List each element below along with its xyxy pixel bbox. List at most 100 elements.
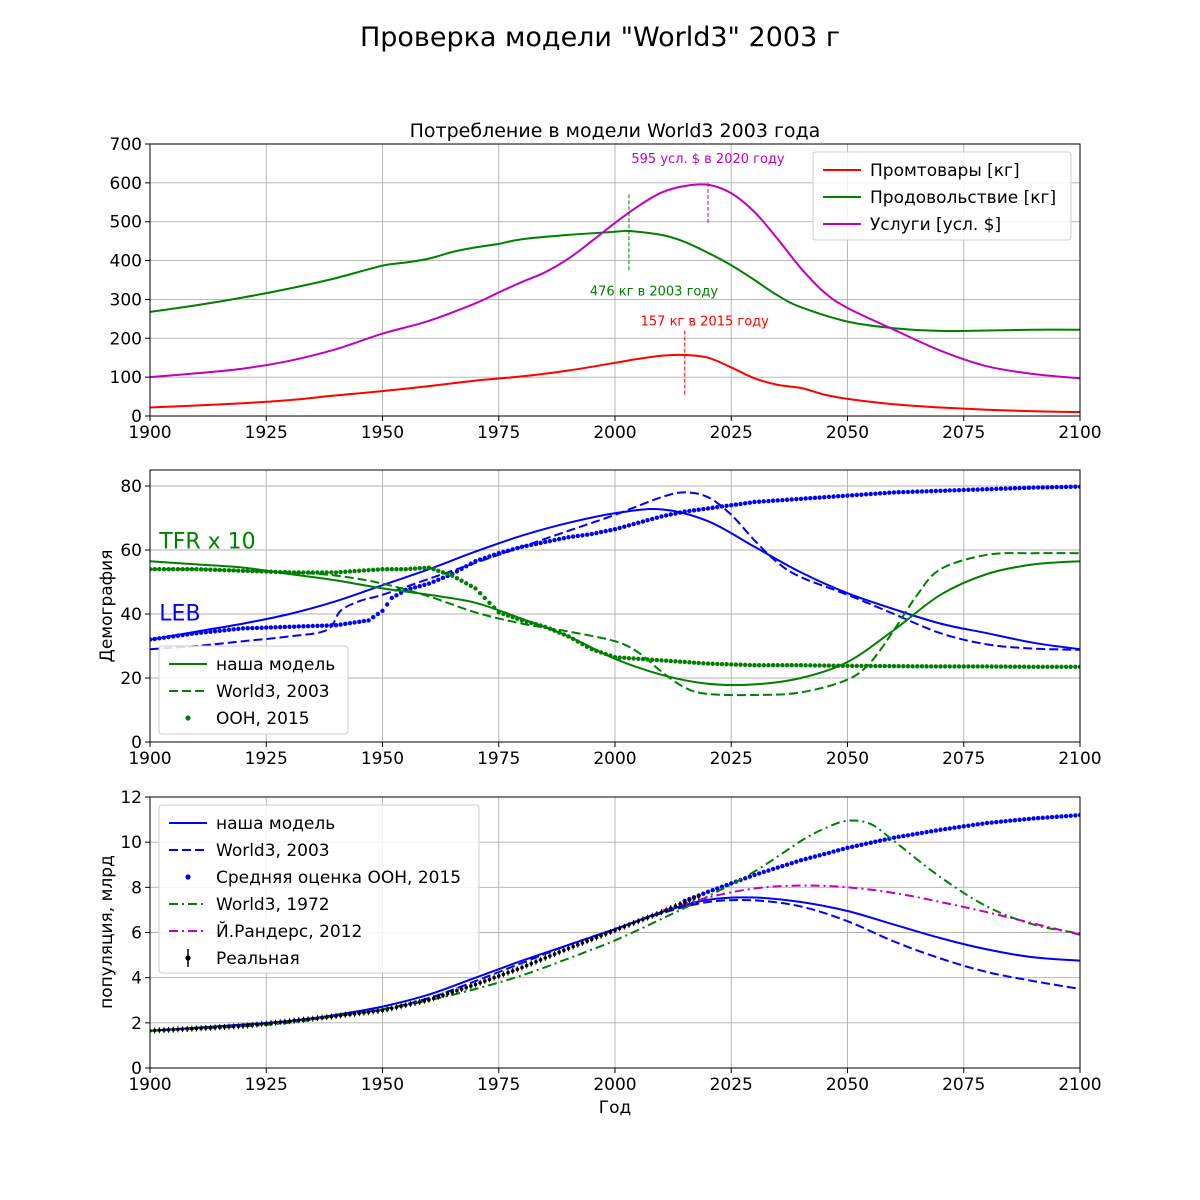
demography-series-dot [278,624,283,630]
demography-series-dot [984,664,990,669]
population-y-axis-label: популяция, млрд [97,855,117,1009]
demography-series-dot [970,664,976,669]
population-series-dot [989,820,994,825]
demography-series-dot [798,496,804,501]
consumption-series [150,183,1080,414]
demography-series-dot [552,628,557,633]
population-legend-box [158,804,480,974]
demography-series-dot [896,490,901,495]
demography-series-dot [570,534,576,539]
population-real-point [403,1003,408,1007]
demography-series-dot [747,500,753,505]
demography-series-dot [854,663,859,669]
demography-series-dot [422,565,427,571]
demography-series-dot [366,567,371,573]
population-real-point [213,1025,217,1030]
demography-series-dot [459,578,464,583]
population-real-point [208,1025,213,1030]
demography-series-dot [752,499,757,505]
demography-series-dot [580,641,585,647]
population-real-point [492,975,496,980]
demography-series-dot [361,568,367,573]
demography-series-dot [719,661,725,667]
demography-series-dot [710,661,715,666]
demography-series-dot [198,630,204,635]
demography-series-dot [873,663,878,669]
population-real-point [557,950,561,954]
demography-xtick-label: 2000 [593,749,636,769]
population-series-dot [863,841,869,846]
consumption-ytick-label: 300 [110,290,142,310]
demography-series-dot [482,555,487,561]
demography-series-dot [994,486,999,492]
demography-ytick-label: 60 [120,541,142,561]
demography-series-dot [803,663,808,668]
demography-series-dot [789,663,794,668]
demography-series-dot [440,570,446,575]
population-series-dot [701,891,706,896]
population-real-point [650,913,654,918]
population-xtick-label: 2075 [942,1075,985,1095]
demography-series-dot [566,535,571,540]
demography-series-dot [259,569,264,574]
population-series-dot [836,848,841,853]
population-real-point [431,996,436,1001]
population-series-dot [766,868,771,873]
population-series-dot [798,858,804,863]
demography-series-dot [338,622,343,627]
demography-series-dot [375,567,381,572]
population-series-dot [970,822,976,828]
demography-series-dot [389,595,394,601]
demography-series-dot [970,487,976,492]
demography-xtick-label: 2100 [1058,749,1101,769]
population-series-dot [808,855,813,860]
population-real-point [589,937,594,942]
demography-series-dot [826,494,832,500]
demography-series-dot [845,663,850,669]
demography-legend-label: World3, 2003 [216,682,330,702]
demography-series-dot [533,622,539,627]
demography-series-dot [961,487,966,493]
population-series-dot [710,887,715,893]
consumption-panel: Потребление в модели World3 2003 года 59… [110,120,1102,443]
demography-series-dot [357,568,362,573]
demography-series-dot [743,662,748,668]
demography-series-dot [501,611,506,617]
demography-series-dot [724,662,729,667]
population-real-point [603,932,608,936]
demography-series-dot [863,492,869,497]
consumption-series-line [150,229,1080,333]
demography-series-dot [910,664,915,669]
demography-legend-box [158,645,349,735]
population-real-point [352,1012,357,1016]
population-real-point [194,1026,199,1031]
population-series-dot [984,820,990,826]
demography-series-dot [166,634,171,640]
population-legend-label: Средняя оценка ООН, 2015 [216,868,461,888]
demography-series-dot [538,623,543,628]
population-real-point [543,956,548,960]
demography-series-dot [817,495,822,500]
demography-series-dot [473,586,478,591]
population-real-point [515,967,520,971]
demography-series-dot [603,528,608,534]
demography-series-dot [408,566,413,572]
demography-series-dot [840,493,846,499]
population-series-dot [966,823,971,828]
demography-series-dot [403,567,408,572]
population-real-point [496,974,501,978]
demography-series-dot [240,568,246,573]
population-legend-label: Реальная [216,949,300,969]
demography-series-dot [673,511,678,516]
demography-series-dot [1049,664,1055,669]
population-real-point [366,1010,371,1014]
demography-series-dot [859,492,864,497]
demography-series-dot [324,570,329,575]
demography-series-dot [775,663,780,668]
demography-series-dot [245,626,250,631]
demography-series-dot [882,663,887,669]
consumption-legend-label: Промтовары [кг] [870,161,1020,181]
demography-series-dot [952,488,957,493]
demography-series-dot [942,664,948,669]
consumption-xtick-label: 2025 [710,423,753,443]
